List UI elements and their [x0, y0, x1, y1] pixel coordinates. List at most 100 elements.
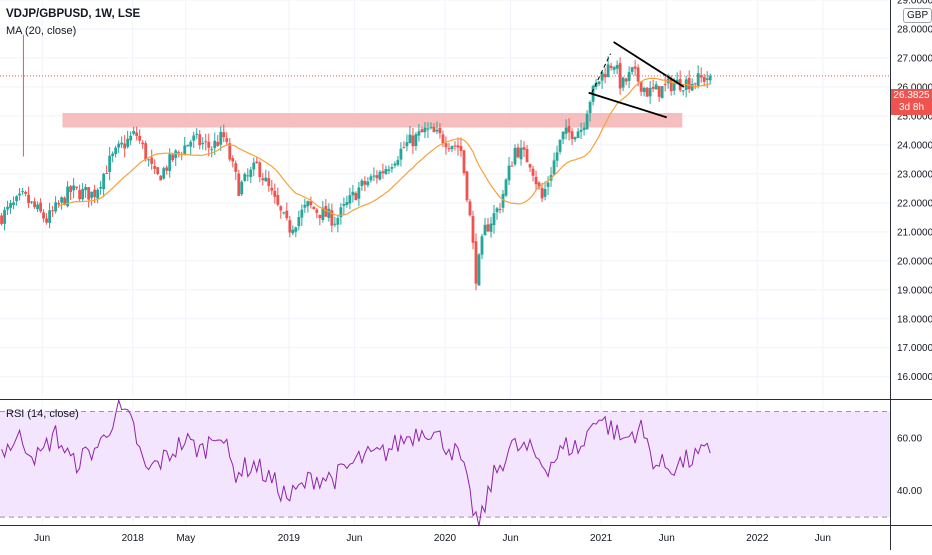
candle-body — [342, 204, 346, 206]
candle-body — [537, 182, 541, 188]
candle-body — [84, 187, 88, 191]
candle-body — [390, 167, 394, 169]
ma-indicator-label[interactable]: MA (20, close) — [6, 25, 77, 37]
candle-body — [234, 163, 238, 172]
candle-body — [147, 159, 151, 161]
candle-body — [51, 210, 55, 212]
currency-badge[interactable]: GBP — [903, 8, 932, 23]
candle-body — [597, 81, 601, 84]
candle-body — [216, 141, 220, 146]
candle-body — [138, 135, 142, 141]
price-tick-label: 23.0000 — [897, 169, 932, 180]
candle-body — [663, 84, 667, 86]
candle-body — [450, 146, 454, 150]
time-tick-label: May — [176, 533, 195, 544]
candle-body — [609, 65, 613, 68]
candle-body — [399, 148, 403, 160]
candle-body — [27, 194, 30, 204]
candle-body — [405, 142, 409, 147]
price-tick-label: 22.0000 — [897, 198, 932, 209]
candle-body — [195, 133, 199, 135]
price-tick-label: 25.0000 — [897, 111, 932, 122]
candle-body — [579, 129, 583, 132]
candle-body — [171, 154, 175, 161]
candle-body — [177, 152, 181, 154]
candle-body — [213, 140, 217, 149]
support-zone — [62, 113, 683, 128]
candle-body — [237, 173, 241, 196]
candle-body — [243, 173, 247, 181]
time-tick-label: 2022 — [746, 533, 769, 544]
candle-body — [261, 178, 265, 181]
candle-body — [669, 79, 673, 92]
candle-body — [312, 206, 316, 210]
candle-body — [615, 64, 619, 69]
candle-body — [453, 145, 457, 147]
candle-body — [345, 201, 349, 205]
candle-body — [321, 207, 325, 221]
time-tick-label: 2019 — [278, 533, 301, 544]
candle-body — [480, 236, 484, 255]
candle-body — [93, 189, 97, 198]
candle-body — [12, 202, 15, 206]
support-zone-rect — [62, 113, 683, 128]
candle-body — [45, 218, 49, 223]
candle-body — [576, 131, 580, 138]
rsi-indicator-label[interactable]: RSI (14, close) — [6, 408, 79, 420]
trendlines — [588, 41, 685, 119]
candle-body — [285, 210, 289, 219]
candle-body — [60, 197, 64, 203]
candle-body — [240, 181, 244, 195]
candle-body — [39, 202, 42, 212]
candle-body — [540, 187, 544, 199]
candle-body — [681, 90, 685, 92]
candle-body — [642, 87, 646, 93]
candle-body — [426, 128, 430, 130]
candle-body — [201, 142, 205, 145]
candle-body — [573, 137, 577, 140]
candle-body — [300, 209, 304, 218]
candle-body — [270, 187, 274, 191]
candle-body — [570, 131, 574, 140]
candle-body — [519, 147, 523, 160]
price-tick-label: 19.0000 — [897, 285, 932, 296]
candle-body — [18, 193, 21, 196]
last-price-value: 26.3825 — [893, 90, 930, 101]
candle-body — [612, 67, 616, 70]
candle-body — [369, 176, 373, 181]
candle-body — [471, 216, 475, 243]
candle-body — [600, 72, 604, 81]
candle-body — [393, 163, 397, 166]
candle-body — [186, 144, 190, 147]
candle-body — [672, 83, 676, 91]
candle-body — [3, 209, 6, 224]
candle-body — [162, 168, 166, 179]
candle-body — [360, 180, 364, 187]
candle-body — [174, 150, 178, 159]
candle-body — [231, 158, 235, 162]
candle-body — [543, 188, 547, 197]
candle-body — [123, 143, 127, 149]
candle-body — [6, 206, 9, 210]
candle-body — [294, 227, 298, 232]
candle-body — [546, 182, 550, 187]
candle-body — [606, 64, 610, 77]
candle-body — [621, 77, 625, 88]
candle-body — [198, 134, 202, 146]
candle-body — [132, 130, 136, 134]
trendline — [588, 91, 667, 119]
candle-body — [24, 191, 27, 194]
candle-body — [693, 83, 697, 85]
candle-body — [357, 187, 361, 199]
candle-body — [222, 132, 226, 138]
symbol-title[interactable]: VDJP/GBPUSD, 1W, LSE — [6, 8, 141, 20]
candle-body — [534, 176, 538, 185]
candle-body — [438, 128, 442, 134]
candle-body — [33, 201, 36, 208]
candle-body — [276, 195, 280, 205]
candle-body — [78, 190, 82, 200]
candle-body — [120, 142, 124, 145]
candle-body — [516, 147, 520, 158]
